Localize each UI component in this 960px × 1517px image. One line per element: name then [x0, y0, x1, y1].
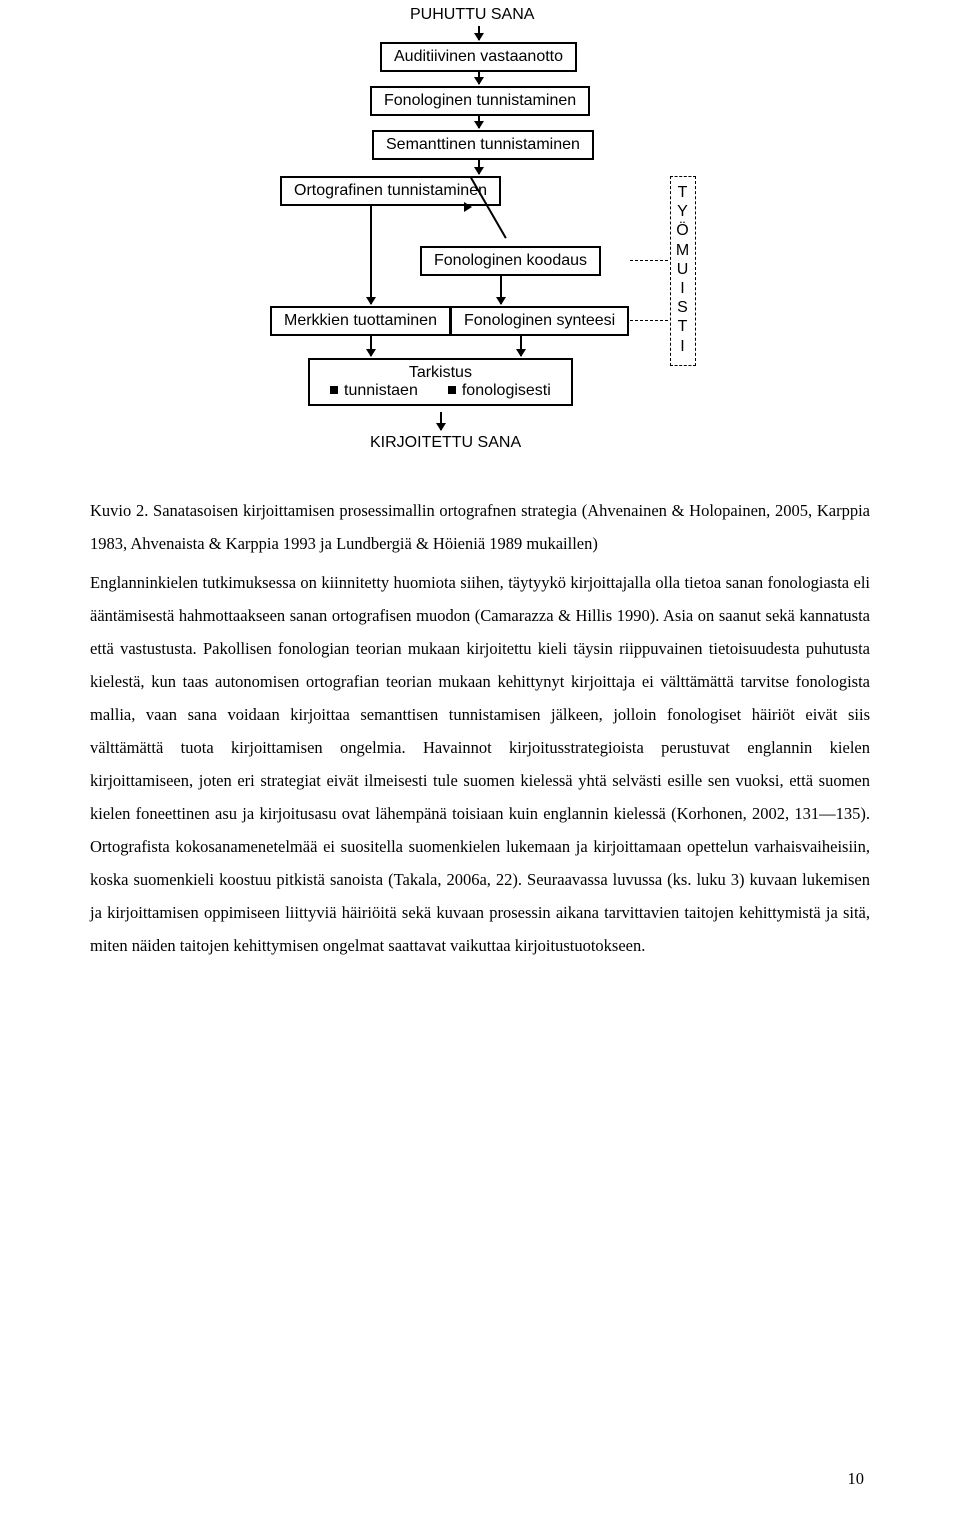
box-produce: Merkkien tuottaminen [270, 306, 451, 336]
arrow-9 [440, 412, 442, 430]
check-b: fonologisesti [448, 382, 551, 400]
flowchart: PUHUTTU SANA Auditiivinen vastaanotto Fo… [200, 6, 760, 476]
body-paragraph: Englanninkielen tutkimuksessa on kiinnit… [90, 566, 870, 962]
top-label: PUHUTTU SANA [410, 6, 534, 24]
box-check: Tarkistus tunnistaen fonologisesti [308, 358, 573, 406]
arrow-1 [478, 26, 480, 40]
bottom-label: KIRJOITETTU SANA [370, 434, 521, 452]
arrow-6 [500, 276, 502, 304]
box-phon-coding: Fonologinen koodaus [420, 246, 601, 276]
arrow-8 [520, 336, 522, 356]
arrow-7 [370, 336, 372, 356]
side-conn-1 [630, 260, 668, 261]
side-memory: T YÖMUISTI [670, 176, 696, 366]
arrow-2 [478, 72, 480, 84]
side-conn-2 [630, 320, 668, 321]
side-label-char: T [678, 184, 689, 201]
check-title: Tarkistus [330, 364, 551, 382]
box-phon-recog: Fonologinen tunnistaminen [370, 86, 590, 116]
check-a: tunnistaen [330, 382, 418, 400]
arrow-4 [478, 160, 480, 174]
page-number: 10 [848, 1469, 865, 1489]
box-semantic: Semanttinen tunnistaminen [372, 130, 594, 160]
arrow-3 [478, 116, 480, 128]
arrow-5 [370, 206, 372, 304]
box-auditory: Auditiivinen vastaanotto [380, 42, 577, 72]
diagram: PUHUTTU SANA Auditiivinen vastaanotto Fo… [160, 0, 800, 476]
box-phon-synth: Fonologinen synteesi [450, 306, 629, 336]
caption: Kuvio 2. Sanatasoisen kirjoittamisen pro… [90, 494, 870, 560]
